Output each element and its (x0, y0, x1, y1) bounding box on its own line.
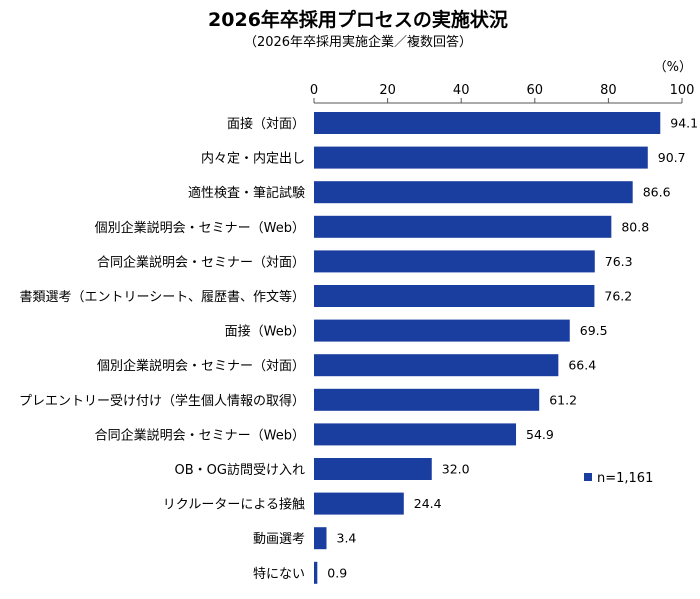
value-label: 54.9 (526, 427, 554, 442)
category-label: 書類選考（エントリーシート、履歴書、作文等） (20, 289, 305, 305)
value-label: 76.3 (605, 254, 633, 269)
category-label: 動画選考 (253, 532, 305, 547)
legend: n=1,161 (584, 471, 653, 486)
unit-label: （%） (654, 60, 692, 75)
bar (314, 112, 661, 134)
value-label: 0.9 (327, 565, 347, 580)
bar (314, 215, 612, 238)
bar (314, 492, 404, 515)
value-label: 61.2 (549, 392, 577, 407)
value-label: 76.2 (604, 289, 632, 304)
legend-label: n=1,161 (597, 471, 653, 486)
x-axis: 0 20 40 60 80 100 (310, 83, 695, 104)
chart-subtitle: （2026年卒採用実施企業／複数回答） (244, 34, 472, 50)
value-label: 69.5 (580, 323, 608, 338)
bar (314, 388, 540, 411)
bar (314, 423, 517, 446)
value-label: 94.1 (670, 116, 698, 131)
x-tick-label: 60 (527, 83, 544, 98)
value-label: 90.7 (658, 150, 686, 165)
bar (314, 561, 318, 584)
category-label: 個別企業説明会・セミナー（対面） (97, 358, 305, 374)
x-tick-label: 0 (310, 83, 318, 98)
category-label: プレエントリー受け付け（学生個人情報の取得） (19, 393, 305, 409)
category-label: 面接（Web） (225, 324, 305, 340)
value-label: 24.4 (414, 496, 442, 511)
category-label: 内々定・内定出し (201, 151, 305, 167)
category-label: 個別企業説明会・セミナー（Web） (95, 220, 305, 236)
bar (314, 285, 595, 307)
category-label: リクルーターによる接触 (163, 497, 305, 513)
value-label: 86.6 (643, 185, 671, 200)
bar (314, 250, 595, 273)
x-tick-label: 100 (670, 83, 695, 98)
chart-title: 2026年卒採用プロセスの実施状況 (208, 8, 508, 31)
value-label: 66.4 (568, 358, 596, 373)
bar (314, 354, 559, 377)
category-label: 合同企業説明会・セミナー（Web） (95, 427, 305, 443)
category-label: OB・OG訪問受け入れ (175, 462, 305, 478)
bar (314, 527, 327, 550)
category-label: 特にない (253, 567, 305, 582)
legend-swatch (584, 473, 592, 481)
value-label: 32.0 (442, 462, 470, 477)
category-label: 合同企業説明会・セミナー（対面） (97, 254, 305, 270)
value-label: 80.8 (621, 219, 649, 234)
bar (314, 458, 432, 480)
bar (314, 181, 633, 204)
value-label: 3.4 (337, 531, 357, 546)
bar (314, 319, 570, 342)
x-tick-label: 80 (600, 83, 617, 98)
bars: 面接（対面） 94.1 内々定・内定出し 90.7 適性検査・筆記試験 86.6 個別企業説… (19, 112, 698, 584)
x-tick-label: 40 (453, 83, 470, 98)
bar (314, 146, 648, 169)
x-tick-label: 20 (379, 83, 396, 98)
category-label: 面接（対面） (227, 116, 305, 132)
category-label: 適性検査・筆記試験 (188, 185, 305, 201)
